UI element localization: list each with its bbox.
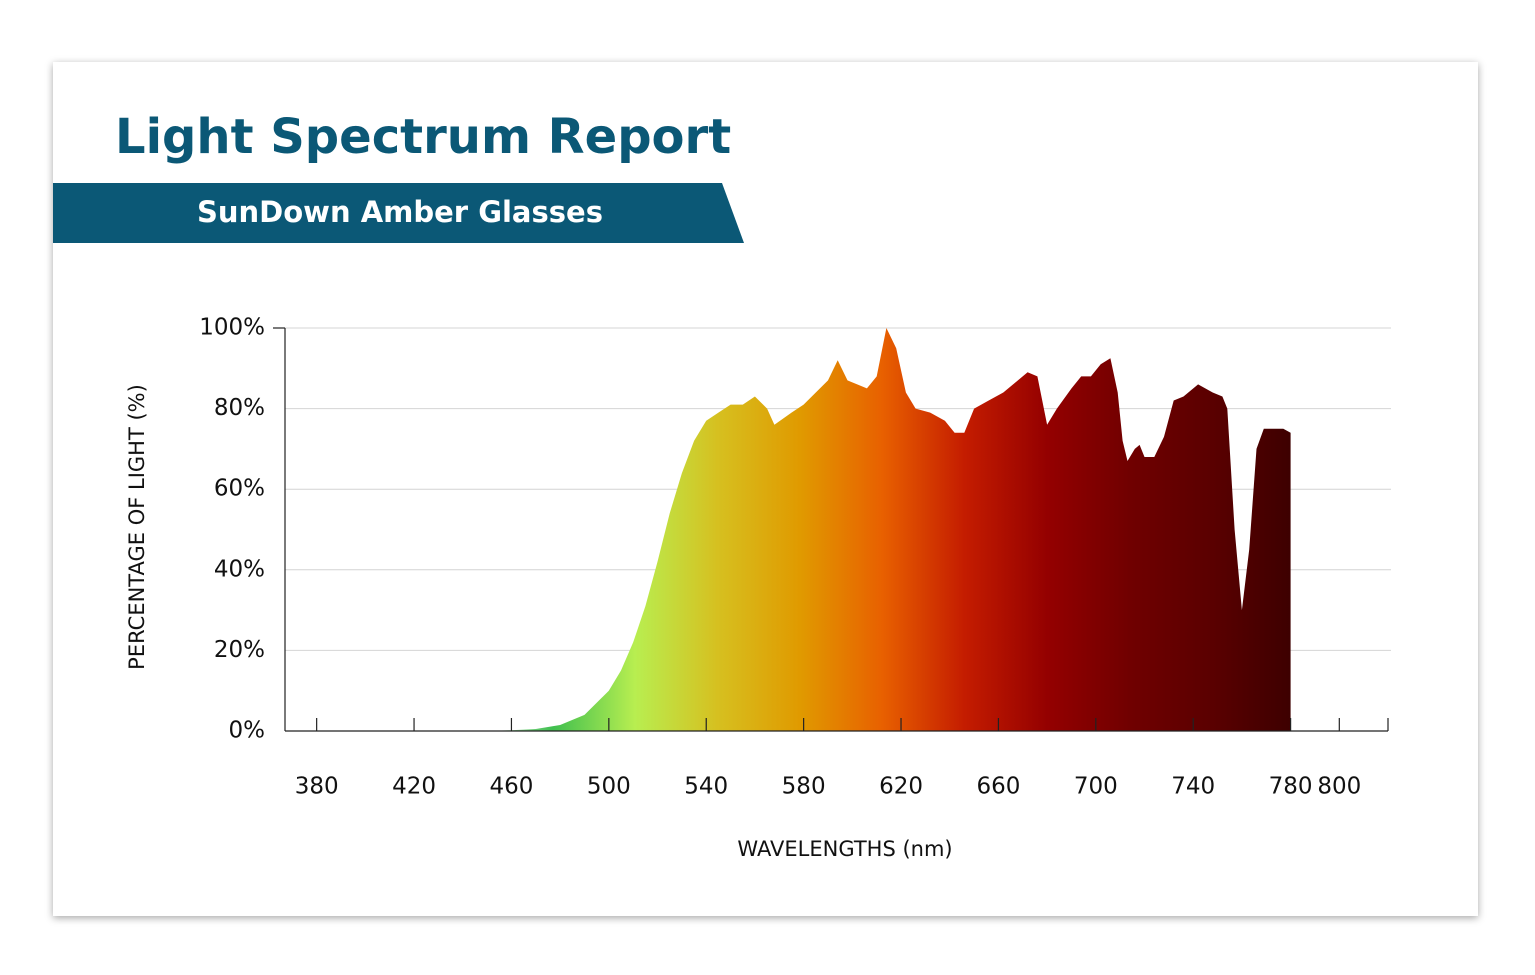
chart-subtitle: SunDown Amber Glasses [197,195,603,229]
x-tick-label: 800 [1317,774,1361,800]
x-tick-label: 740 [1171,774,1215,800]
y-tick-label: 20% [214,637,265,663]
x-tick-label: 780 [1269,774,1313,800]
y-tick-label: 0% [229,718,266,744]
y-tick-label: 40% [214,556,265,582]
x-tick-label: 460 [489,774,533,800]
x-tick-label: 580 [782,774,826,800]
x-tick-label: 660 [976,774,1020,800]
x-tick-label: 380 [295,774,339,800]
x-tick-label: 540 [684,774,728,800]
x-tick-label: 500 [587,774,631,800]
x-tick-label: 420 [392,774,436,800]
x-axis-label: WAVELENGTHS (nm) [737,837,952,861]
subtitle-banner [53,183,744,243]
y-tick-label: 100% [199,315,265,341]
x-tick-label: 700 [1074,774,1118,800]
spectrum-area [487,328,1291,731]
y-axis-label: PERCENTAGE OF LIGHT (%) [125,384,149,670]
y-tick-label: 80% [214,395,265,421]
chart-title: Light Spectrum Report [115,109,731,165]
y-tick-label: 60% [214,476,265,502]
x-tick-label: 620 [879,774,923,800]
